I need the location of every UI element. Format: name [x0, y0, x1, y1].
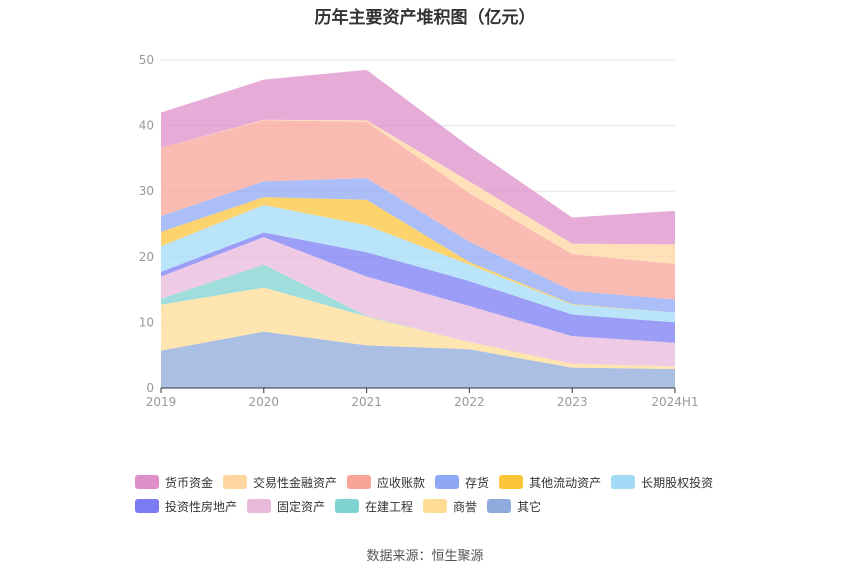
legend-item[interactable]: 固定资产 — [247, 498, 325, 515]
area-交易性金融资产 — [161, 119, 675, 265]
legend-swatch — [247, 499, 272, 513]
legend-item[interactable]: 长期股权投资 — [611, 474, 713, 491]
y-tick-label: 50 — [139, 53, 154, 67]
area-投资性房地产 — [161, 232, 675, 343]
legend-item[interactable]: 应收账款 — [347, 474, 425, 491]
stacked-area-chart: 0 10 20 30 40 50 2019 2020 2021 2022 2023 2024H1 — [139, 53, 699, 409]
y-tick-label: 30 — [139, 184, 154, 198]
area-应收账款 — [161, 120, 675, 300]
legend-label: 应收账款 — [377, 475, 426, 490]
legend-label: 货币资金 — [165, 475, 214, 490]
legend-swatch — [347, 475, 372, 489]
legend-label: 商誉 — [453, 499, 478, 514]
x-tick-label: 2023 — [557, 395, 588, 409]
legend-label: 其他流动资产 — [529, 475, 602, 490]
y-tick-label: 10 — [139, 315, 154, 329]
legend-swatch — [335, 499, 360, 513]
legend-label: 存货 — [465, 475, 490, 490]
x-axis — [160, 387, 676, 393]
legend-swatch — [423, 499, 448, 513]
area-商誉 — [161, 287, 675, 369]
legend-swatch — [135, 475, 159, 489]
legend-row-1: 货币资金 交易性金融资产 应收账款 存货 其他流动资产 长期股权投资 — [135, 470, 735, 494]
legend-item[interactable]: 投资性房地产 — [135, 498, 237, 515]
area-series — [161, 69, 675, 388]
legend-swatch — [499, 475, 524, 489]
legend-item[interactable]: 在建工程 — [335, 498, 413, 515]
x-tick-label: 2024H1 — [651, 395, 698, 409]
legend-swatch — [435, 475, 460, 489]
data-source: 数据来源：恒生聚源 — [366, 549, 484, 564]
legend-swatch — [135, 499, 159, 513]
area-货币资金 — [161, 69, 675, 245]
x-tick-label: 2019 — [146, 395, 177, 409]
y-tick-label: 0 — [146, 381, 154, 395]
legend-label: 交易性金融资产 — [253, 475, 338, 490]
legend-label: 在建工程 — [365, 499, 414, 514]
y-tick-label: 20 — [139, 250, 154, 264]
chart-title: 历年主要资产堆积图（亿元） — [314, 8, 536, 28]
tick-labels: 0 10 20 30 40 50 2019 2020 2021 2022 2023 2024H1 — [139, 53, 699, 409]
area-长期股权投资 — [161, 204, 675, 323]
legend-swatch — [611, 475, 636, 489]
legend-item[interactable]: 商誉 — [423, 498, 477, 515]
area-存货 — [161, 178, 675, 313]
y-tick-label: 40 — [139, 119, 154, 133]
legend-item[interactable]: 其他流动资产 — [499, 474, 601, 491]
legend-label: 其它 — [517, 499, 542, 514]
legend-label: 固定资产 — [277, 499, 326, 514]
area-其它 — [161, 331, 675, 388]
area-固定资产 — [161, 237, 675, 367]
legend-row-2: 投资性房地产 固定资产 在建工程 商誉 其它 — [135, 494, 735, 518]
legend-swatch — [487, 499, 512, 513]
legend-item[interactable]: 交易性金融资产 — [223, 474, 337, 491]
area-在建工程 — [161, 264, 675, 367]
legend: 货币资金 交易性金融资产 应收账款 存货 其他流动资产 长期股权投资 投资性房地产 固定资产… — [135, 470, 735, 518]
x-tick-label: 2021 — [351, 395, 382, 409]
legend-item[interactable]: 其它 — [487, 498, 541, 515]
legend-label: 投资性房地产 — [165, 499, 238, 514]
legend-label: 长期股权投资 — [641, 475, 714, 490]
x-tick-label: 2022 — [454, 395, 485, 409]
x-tick-label: 2020 — [249, 395, 280, 409]
legend-item[interactable]: 货币资金 — [135, 474, 213, 491]
legend-item[interactable]: 存货 — [435, 474, 489, 491]
legend-swatch — [223, 475, 248, 489]
